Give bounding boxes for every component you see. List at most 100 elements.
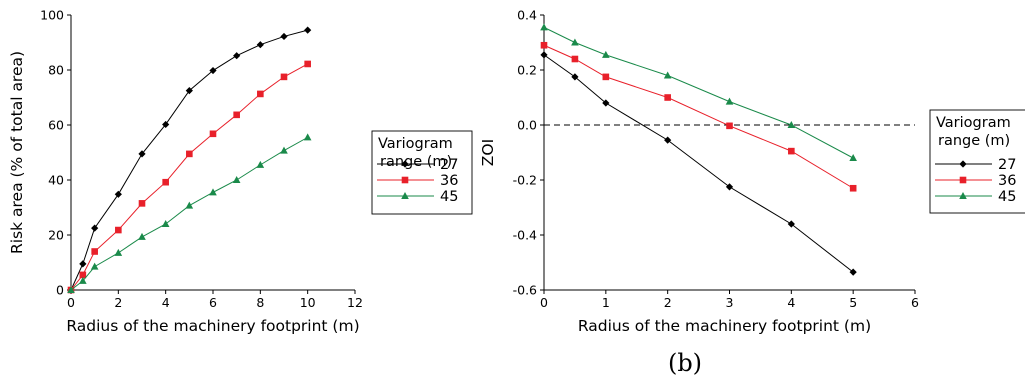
legend-entry-label: 27 — [998, 157, 1016, 173]
legend-entry-45: 45 — [935, 189, 1016, 205]
data-point — [79, 260, 87, 268]
y-axis-label: ZOI — [479, 139, 497, 166]
data-point — [787, 121, 796, 128]
data-point — [664, 136, 672, 144]
x-tick-label: 10 — [300, 295, 316, 310]
legend-entry-45: 45 — [377, 189, 458, 205]
legend-entry-label: 45 — [440, 189, 458, 205]
x-tick-label: 2 — [114, 295, 122, 310]
data-point — [280, 32, 288, 41]
data-point — [115, 226, 122, 234]
data-point — [162, 178, 169, 186]
x-tick-label: 0 — [67, 295, 75, 310]
chart-risk-area: 0 2 4 6 8 10 12 0 20 40 60 80 100 Radius of the machi… — [8, 8, 473, 335]
y-axis-label: Risk area (% of total area) — [8, 51, 26, 254]
y-tick-label: 0.4 — [517, 8, 537, 23]
data-point — [209, 66, 217, 75]
data-point — [233, 111, 240, 119]
series-line — [70, 29, 308, 291]
data-point — [571, 38, 579, 46]
x-tick-label: 4 — [787, 295, 795, 310]
y-tick-label: 0.0 — [517, 118, 537, 133]
series-36 — [540, 41, 857, 192]
data-point — [788, 147, 795, 155]
series-27 — [67, 26, 312, 294]
legend-swatch-marker — [401, 176, 409, 184]
legend-swatch-marker — [959, 176, 967, 184]
data-point — [304, 26, 312, 34]
data-point — [280, 73, 288, 81]
data-point — [602, 50, 610, 58]
x-tick-label: 6 — [911, 295, 919, 310]
data-point — [138, 232, 146, 240]
data-point — [232, 176, 241, 183]
y-tick-label: 0 — [56, 283, 64, 298]
x-tick-label: 8 — [256, 295, 264, 310]
y-tick-label: 60 — [48, 118, 64, 133]
data-point — [540, 51, 548, 59]
y-tick-label: -0.4 — [513, 228, 537, 243]
data-point — [209, 188, 217, 196]
data-point — [138, 200, 146, 207]
legend-entry-27: 27 — [377, 157, 458, 173]
data-point — [185, 201, 194, 209]
data-point — [91, 248, 98, 255]
data-point — [304, 60, 311, 68]
legend-swatch-marker — [401, 192, 409, 199]
legend-box — [371, 130, 473, 215]
series-line — [543, 26, 854, 159]
y-tick-label: -0.2 — [513, 173, 537, 188]
y-tick-label: 40 — [48, 173, 64, 188]
x-axis-label: Radius of the machinery footprint (m) — [66, 317, 359, 335]
y-tick-label: -0.6 — [513, 283, 537, 298]
y-tick-label: 80 — [48, 63, 64, 78]
x-axis-label: Radius of the machinery footprint (m) — [578, 317, 871, 335]
data-point — [725, 97, 734, 105]
data-point — [280, 146, 288, 154]
data-point — [725, 183, 734, 191]
legend-entry-36: 36 — [935, 173, 1016, 189]
legend-title-line: Variogram — [936, 115, 1011, 131]
data-point — [256, 160, 265, 168]
x-tick-label: 0 — [540, 295, 548, 310]
data-point — [663, 71, 672, 79]
data-point — [571, 73, 579, 81]
legend-title-line: range (m) — [380, 154, 452, 170]
data-point — [162, 120, 170, 129]
legend-swatch-marker — [959, 192, 967, 199]
series-36 — [67, 60, 311, 294]
legend-title-line: Variogram — [378, 136, 453, 152]
series-line — [543, 54, 854, 273]
series-45 — [540, 23, 857, 161]
y-tick-label: 0.2 — [517, 63, 537, 78]
series-line — [70, 136, 308, 291]
x-tick-label: 1 — [602, 295, 610, 310]
y-tick-label: 20 — [48, 228, 64, 243]
data-point — [79, 276, 87, 284]
legend-title-line: range (m) — [938, 133, 1010, 149]
data-point — [664, 94, 671, 101]
legend-entry-label: 27 — [440, 157, 458, 173]
data-point — [602, 99, 610, 107]
data-point — [257, 90, 264, 98]
data-point — [233, 52, 241, 60]
data-point — [91, 224, 99, 232]
data-point — [67, 286, 75, 293]
legend-entry-27: 27 — [935, 157, 1016, 173]
panel-label: (b) — [668, 349, 702, 377]
data-point — [726, 122, 733, 130]
x-tick-label: 3 — [726, 295, 734, 310]
data-point — [787, 220, 795, 228]
x-tick-label: 12 — [347, 295, 363, 310]
series-line — [543, 44, 854, 189]
data-point — [90, 262, 99, 270]
legend-swatch-marker — [401, 160, 409, 168]
data-point — [185, 87, 193, 95]
data-point — [849, 154, 857, 161]
data-point — [540, 23, 548, 31]
data-point — [602, 73, 610, 81]
data-point — [849, 268, 857, 276]
